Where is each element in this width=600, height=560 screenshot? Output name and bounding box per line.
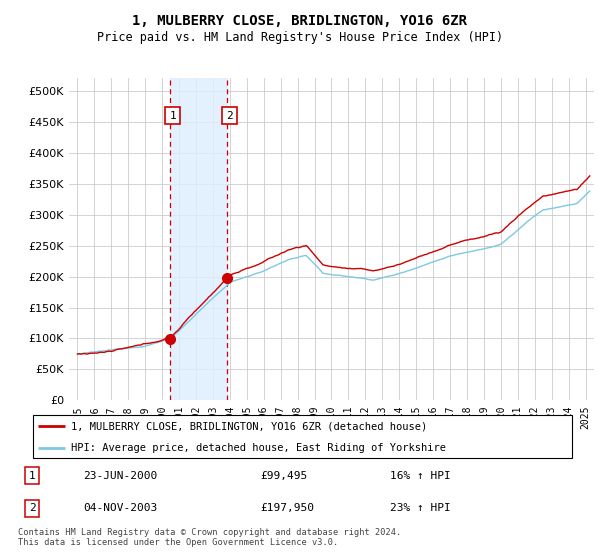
Text: 2: 2 <box>29 503 35 513</box>
Text: 1, MULBERRY CLOSE, BRIDLINGTON, YO16 6ZR (detached house): 1, MULBERRY CLOSE, BRIDLINGTON, YO16 6ZR… <box>71 421 427 431</box>
Text: 1, MULBERRY CLOSE, BRIDLINGTON, YO16 6ZR: 1, MULBERRY CLOSE, BRIDLINGTON, YO16 6ZR <box>133 14 467 28</box>
Text: 23% ↑ HPI: 23% ↑ HPI <box>390 503 451 513</box>
Text: HPI: Average price, detached house, East Riding of Yorkshire: HPI: Average price, detached house, East… <box>71 443 446 453</box>
Text: 2: 2 <box>226 110 233 120</box>
Text: 1: 1 <box>169 110 176 120</box>
Bar <box>170 78 227 400</box>
Text: £197,950: £197,950 <box>260 503 314 513</box>
Text: Contains HM Land Registry data © Crown copyright and database right 2024.
This d: Contains HM Land Registry data © Crown c… <box>18 528 401 547</box>
Text: 04-NOV-2003: 04-NOV-2003 <box>83 503 157 513</box>
Text: 23-JUN-2000: 23-JUN-2000 <box>83 470 157 480</box>
Text: £99,495: £99,495 <box>260 470 308 480</box>
Text: Price paid vs. HM Land Registry's House Price Index (HPI): Price paid vs. HM Land Registry's House … <box>97 31 503 44</box>
Text: 1: 1 <box>29 470 35 480</box>
FancyBboxPatch shape <box>33 414 572 459</box>
Text: 16% ↑ HPI: 16% ↑ HPI <box>390 470 451 480</box>
